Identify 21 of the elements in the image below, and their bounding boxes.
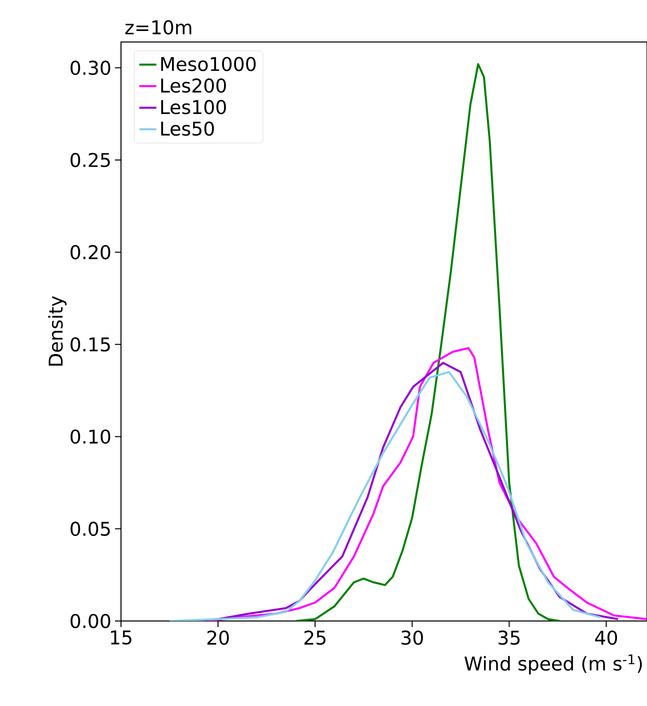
y-tick-label: 0.30 [70,60,110,75]
legend-label: Les200 [161,78,226,93]
x-axis-title: Wind speed (m s$^{-1}$) [464,654,642,674]
y-axis-title: Density [48,296,66,366]
line-series [294,63,561,621]
x-tick-label: 15 [111,630,132,645]
y-tick-label: 0.10 [70,429,110,444]
chart-title: z=10m [125,20,192,34]
x-tick-label: 25 [304,630,326,645]
x-tick-label: 20 [207,630,229,645]
legend-label: Les50 [161,121,214,136]
x-tick-label: 40 [595,630,618,645]
y-tick-label: 0.25 [70,152,110,168]
y-tick-label: 0.05 [70,522,110,536]
y-tick-label: 0.20 [70,245,110,260]
legend-label: Meso1000 [161,56,256,72]
y-tick-label: 0.15 [70,337,110,352]
y-tick-label: 0.00 [70,614,110,628]
x-tick-label: 35 [498,630,520,645]
legend-label: Les100 [161,100,226,114]
x-tick-label: 30 [402,630,423,645]
